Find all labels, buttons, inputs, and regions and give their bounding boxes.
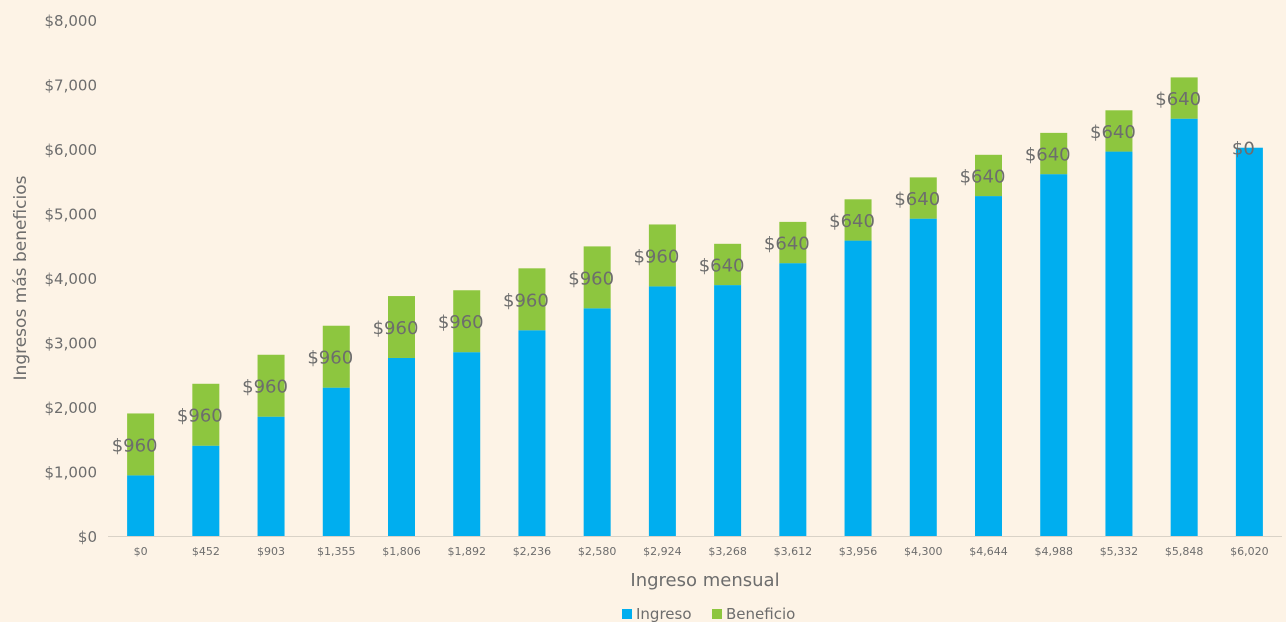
x-tick-label: $903 <box>257 545 285 558</box>
bar-beneficio <box>322 325 350 388</box>
y-tick-label: $5,000 <box>45 206 98 224</box>
legend-swatch-beneficio <box>712 609 722 619</box>
bar-beneficio <box>257 354 285 417</box>
data-label: $960 <box>568 268 614 289</box>
data-label: $960 <box>503 290 549 311</box>
bar-beneficio <box>518 268 546 331</box>
bar-ingreso <box>1170 118 1198 536</box>
data-label: $640 <box>1025 145 1071 166</box>
bar-ingreso <box>518 330 546 536</box>
data-label: $640 <box>829 211 875 232</box>
data-label: $960 <box>242 377 288 398</box>
data-label: $960 <box>307 348 353 369</box>
data-label: $960 <box>373 318 419 339</box>
legend-label-beneficio: Beneficio <box>726 605 795 622</box>
x-tick-label: $4,988 <box>1034 545 1073 558</box>
y-tick-label: $2,000 <box>45 399 98 417</box>
bar-ingreso <box>1105 151 1133 536</box>
x-tick-label: $3,612 <box>774 545 813 558</box>
bar-beneficio <box>583 246 611 309</box>
bar-beneficio <box>909 177 937 219</box>
data-label: $960 <box>112 435 158 456</box>
y-axis-title: Ingresos más beneficios <box>11 175 31 380</box>
data-label: $640 <box>1090 122 1136 143</box>
x-tick-label: $4,300 <box>904 545 943 558</box>
y-tick-label: $0 <box>78 528 97 546</box>
x-tick-label: $1,355 <box>317 545 356 558</box>
data-label: $0 <box>1232 139 1255 160</box>
bar-ingreso <box>388 357 415 536</box>
x-axis-title: Ingreso mensual <box>630 570 779 591</box>
x-tick-label: $6,020 <box>1230 545 1269 558</box>
data-label: $640 <box>1155 89 1201 110</box>
bar-ingreso <box>127 475 155 536</box>
data-label: $640 <box>699 255 745 276</box>
legend-label-ingreso: Ingreso <box>636 605 692 622</box>
data-label: $960 <box>438 312 484 333</box>
bar-beneficio <box>388 296 415 358</box>
x-axis: $0 $452 $903 $1,355 $1,806 $1,892 $2,236 $2,580… <box>108 536 1282 558</box>
data-label: $640 <box>764 234 810 255</box>
bar-ingreso <box>909 218 937 536</box>
bar-beneficio <box>714 243 742 286</box>
x-tick-label: $5,332 <box>1100 545 1139 558</box>
y-tick-label: $4,000 <box>45 270 98 288</box>
x-tick-label: $2,236 <box>513 545 552 558</box>
bar-beneficio <box>844 199 872 241</box>
legend: Ingreso Beneficio <box>622 605 795 622</box>
y-axis: $0 $1,000 $2,000 $3,000 $4,000 $5,000 $6,000 $7… <box>45 12 98 546</box>
bar-beneficio <box>1105 110 1133 152</box>
bar-ingreso <box>453 352 481 536</box>
bar-ingreso <box>714 285 742 536</box>
x-tick-label: $452 <box>192 545 220 558</box>
y-tick-label: $1,000 <box>45 464 98 482</box>
y-tick-label: $6,000 <box>45 141 98 159</box>
bar-ingreso <box>583 308 611 536</box>
bar-ingreso <box>648 286 676 536</box>
bar-ingreso <box>257 416 285 536</box>
data-label: $640 <box>960 166 1006 187</box>
bar-beneficio <box>1170 77 1198 119</box>
bar-ingreso <box>1040 174 1068 536</box>
x-tick-label: $5,848 <box>1165 545 1204 558</box>
y-tick-label: $3,000 <box>45 335 98 353</box>
bar-beneficio <box>127 413 155 476</box>
bar-beneficio <box>975 154 1002 197</box>
x-tick-label: $4,644 <box>969 545 1008 558</box>
bar-beneficio <box>779 221 807 264</box>
bar-ingreso <box>779 263 807 536</box>
bar-ingreso <box>975 196 1002 536</box>
bar-beneficio <box>648 224 676 287</box>
bars <box>127 77 1263 536</box>
y-tick-label: $8,000 <box>45 12 98 30</box>
data-labels: $960 $960 $960 $960 $960 $960 $960 $960 $960 $640… <box>112 89 1255 456</box>
x-tick-label: $3,268 <box>708 545 747 558</box>
bar-beneficio <box>192 383 220 446</box>
data-label: $960 <box>633 246 679 267</box>
data-label: $640 <box>894 189 940 210</box>
x-tick-label: $2,924 <box>643 545 682 558</box>
data-label: $960 <box>177 406 223 427</box>
bar-beneficio <box>1040 132 1068 175</box>
bar-ingreso <box>322 387 350 536</box>
x-tick-label: $2,580 <box>578 545 617 558</box>
x-tick-label: $1,806 <box>382 545 421 558</box>
y-tick-label: $7,000 <box>45 77 98 95</box>
bar-ingreso <box>1235 147 1263 536</box>
bar-beneficio <box>453 290 481 353</box>
bar-ingreso <box>192 445 220 536</box>
bar-ingreso <box>844 240 872 536</box>
x-tick-label: $0 <box>134 545 148 558</box>
x-tick-label: $3,956 <box>839 545 878 558</box>
x-tick-label: $1,892 <box>447 545 486 558</box>
legend-swatch-ingreso <box>622 609 632 619</box>
